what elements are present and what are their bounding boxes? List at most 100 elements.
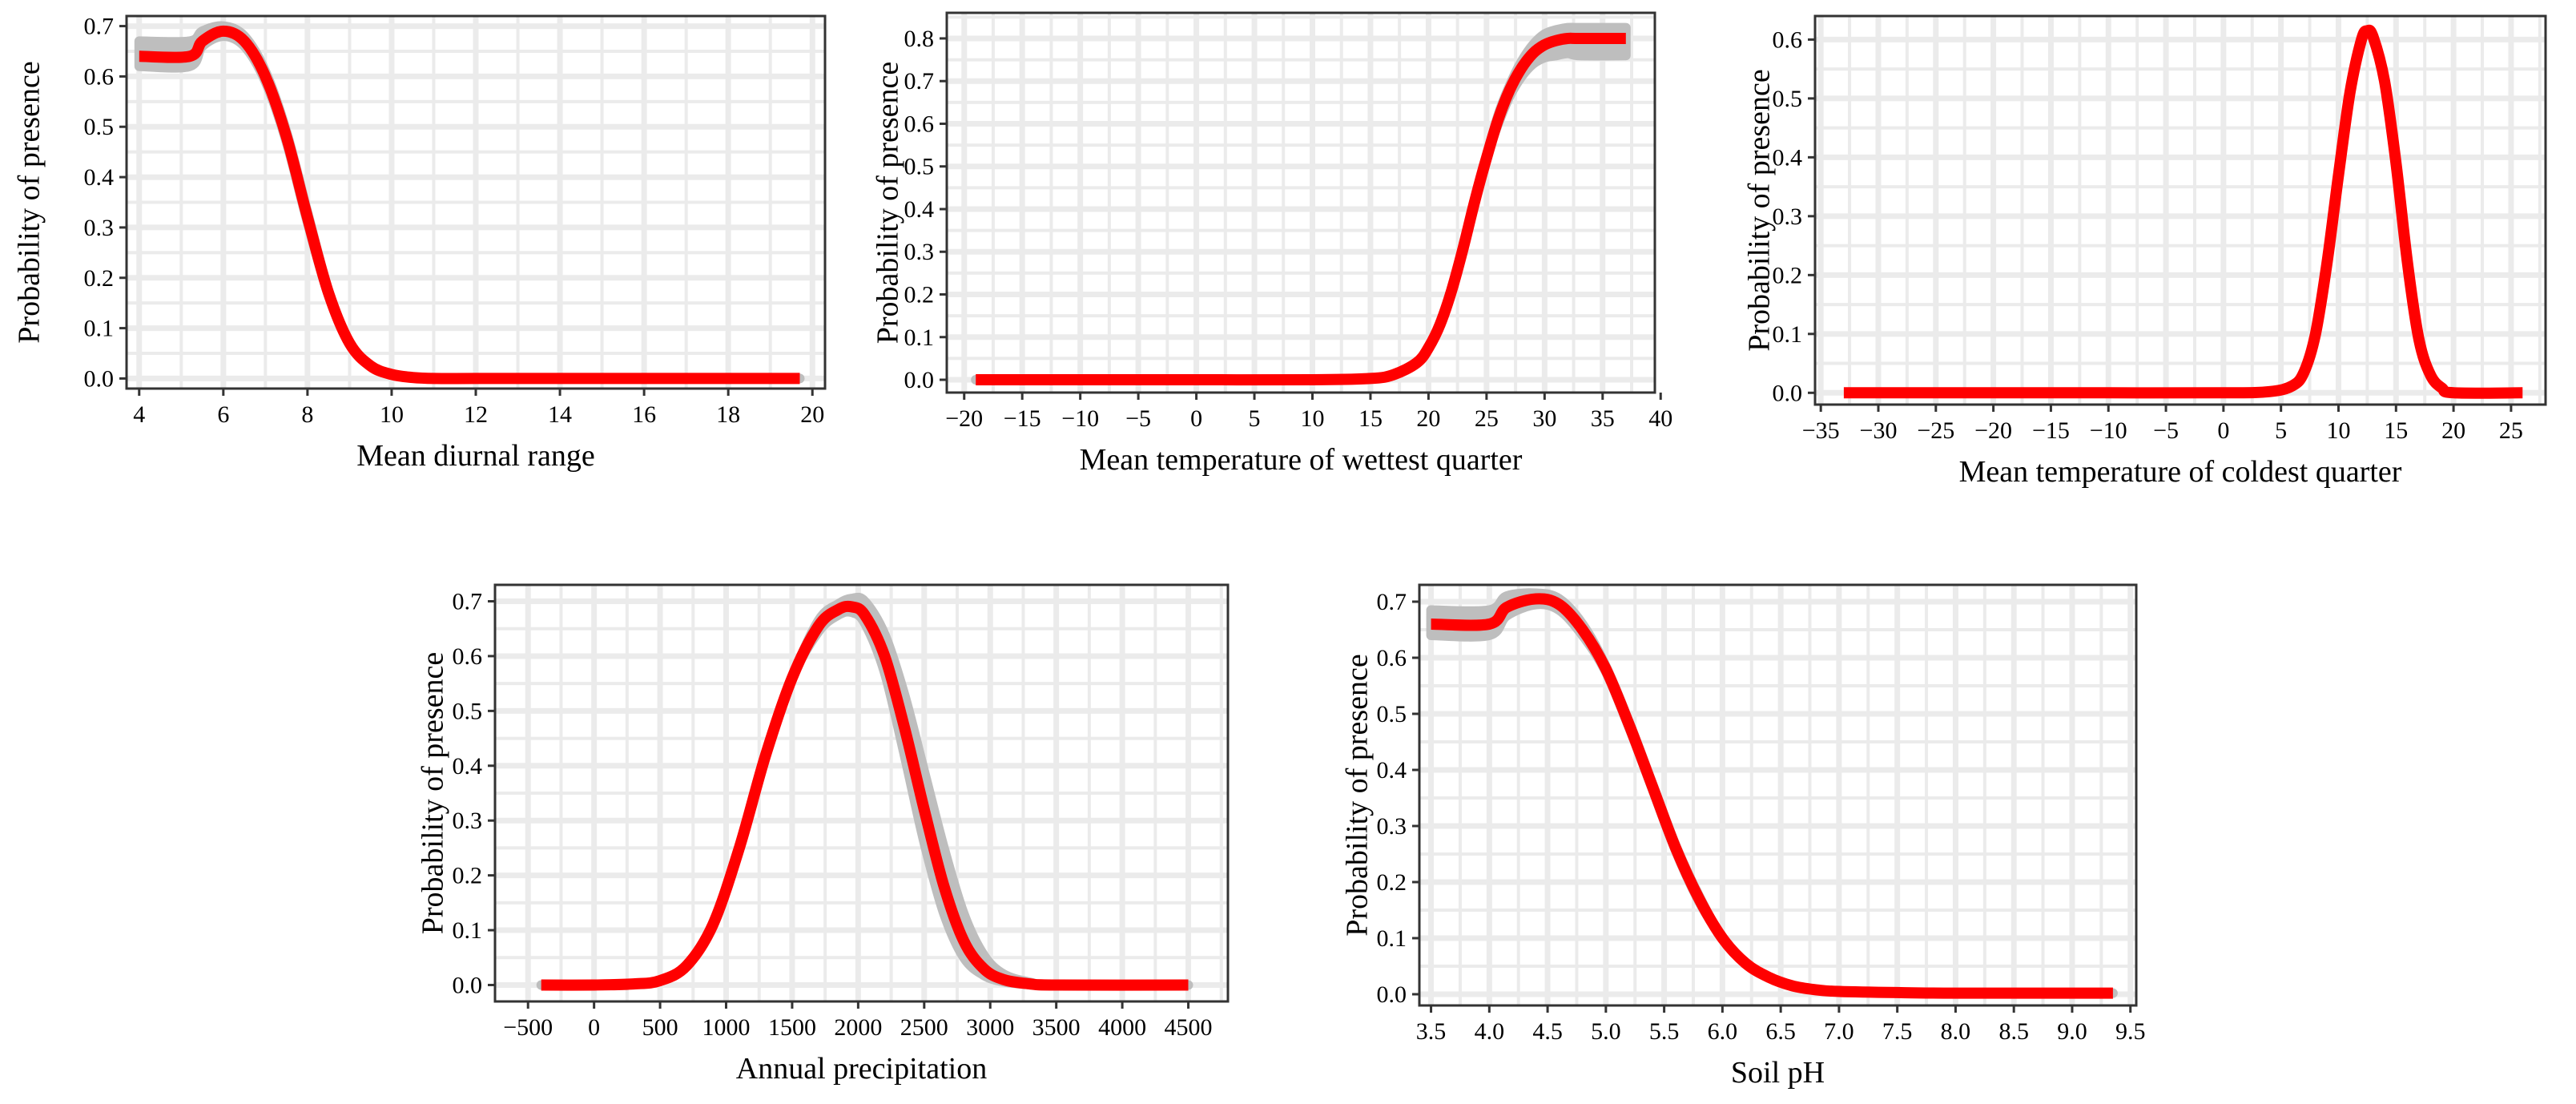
- x-tick-label: 15: [2384, 417, 2408, 444]
- y-tick-label: 0.6: [1377, 645, 1407, 671]
- x-tick-label: 15: [1358, 405, 1383, 432]
- x-tick-label: −20: [945, 405, 983, 432]
- x-tick-label: −500: [503, 1014, 553, 1041]
- y-axis-title: Probability of presence: [13, 61, 46, 343]
- x-tick-label: 25: [1475, 405, 1499, 432]
- y-tick-label: 0.5: [1377, 701, 1407, 727]
- y-tick-label: 0.3: [84, 215, 115, 241]
- x-tick-label: 5.0: [1591, 1018, 1621, 1045]
- x-tick-label: −20: [1974, 417, 2012, 444]
- panel-border: [1418, 583, 2138, 1007]
- x-tick-label: 0: [588, 1014, 600, 1041]
- x-tick-label: 8: [301, 401, 313, 428]
- x-tick-label: 12: [464, 401, 488, 428]
- y-axis-title: Probability of presence: [417, 652, 450, 934]
- x-tick-label: 10: [1300, 405, 1324, 432]
- x-tick-label: 8.5: [1998, 1018, 2029, 1045]
- x-tick-label: 20: [1416, 405, 1440, 432]
- x-tick-label: 0: [2217, 417, 2229, 444]
- x-tick-label: 4.5: [1532, 1018, 1563, 1045]
- plot-area: [1815, 16, 2546, 405]
- response-curve: [1431, 593, 2113, 999]
- plot-area: [1419, 585, 2136, 1005]
- panel-2: −20 −15 −10 −5 0 5 10 15 20 25 30 35 40 0.0 0.1 0.2 0.3 0…: [871, 11, 1672, 477]
- x-axis-title: Annual precipitation: [736, 1052, 987, 1086]
- y-tick-label: 0.0: [1773, 380, 1803, 406]
- y-tick-label: 0.6: [904, 111, 935, 137]
- response-curve: [139, 25, 800, 385]
- x-tick-label: 2000: [834, 1014, 882, 1041]
- x-tick-label: −30: [1860, 417, 1898, 444]
- x-tick-label: 3500: [1032, 1014, 1081, 1041]
- y-tick-label: 0.1: [1773, 321, 1803, 348]
- y-tick-label: 0.7: [84, 14, 115, 40]
- y-tick-label: 0.2: [84, 265, 115, 292]
- y-tick-label: 0.0: [1377, 981, 1407, 1008]
- x-tick-label: 18: [716, 401, 740, 428]
- response-curve: [976, 32, 1626, 386]
- x-tick-label: 2500: [900, 1014, 948, 1041]
- panel-4: −500 0 500 1000 1500 2000 2500 3000 3500 4000 4500…: [417, 583, 1230, 1086]
- y-tick-label: 0.8: [904, 26, 935, 52]
- y-tick-label: 0.7: [453, 589, 483, 615]
- y-axis-title: Probability of presence: [1341, 654, 1375, 936]
- x-tick-label: 5: [1249, 405, 1261, 432]
- x-tick-label: 40: [1648, 405, 1672, 432]
- panel-border: [493, 583, 1230, 1003]
- x-tick-label: 1000: [702, 1014, 751, 1041]
- x-tick-label: 3000: [966, 1014, 1014, 1041]
- y-tick-label: 0.7: [1377, 589, 1407, 615]
- x-tick-label: 7.5: [1882, 1018, 1913, 1045]
- x-tick-label: −35: [1802, 417, 1840, 444]
- x-tick-label: 4.0: [1475, 1018, 1505, 1045]
- x-tick-label: −25: [1917, 417, 1954, 444]
- y-tick-label: 0.4: [84, 164, 115, 191]
- response-curve: [1843, 24, 2523, 399]
- x-tick-label: −5: [2153, 417, 2179, 444]
- x-tick-label: 9.0: [2057, 1018, 2087, 1045]
- x-tick-label: 35: [1591, 405, 1615, 432]
- x-tick-label: −10: [1061, 405, 1099, 432]
- x-tick-label: 6.5: [1765, 1018, 1796, 1045]
- y-tick-label: 0.1: [453, 917, 483, 944]
- x-tick-label: 10: [2326, 417, 2350, 444]
- y-tick-label: 0.1: [904, 324, 935, 351]
- x-tick-label: 5.5: [1649, 1018, 1680, 1045]
- grid-lines: [127, 16, 825, 389]
- x-tick-label: 4: [133, 401, 145, 428]
- grid-lines: [947, 13, 1655, 393]
- x-tick-label: −5: [1125, 405, 1151, 432]
- y-tick-label: 0.0: [84, 365, 115, 392]
- x-tick-label: 25: [2499, 417, 2523, 444]
- panel-5: 3.5 4.0 4.5 5.0 5.5 6.0 6.5 7.0 7.5 8.0 8.5 9.0 9.5 0…: [1341, 583, 2146, 1090]
- y-tick-label: 0.6: [453, 643, 483, 670]
- x-tick-label: 5: [2275, 417, 2287, 444]
- x-tick-label: 9.5: [2115, 1018, 2146, 1045]
- y-tick-label: 0.6: [84, 63, 115, 90]
- y-tick-label: 0.4: [1773, 144, 1803, 171]
- panel-3: −35 −30 −25 −20 −15 −10 −5 0 5 10 15 20 25 0.0 0.1 0.2 0…: [1743, 14, 2547, 489]
- y-axis-title: Probability of presence: [1743, 69, 1777, 351]
- y-tick-label: 0.3: [904, 239, 935, 265]
- y-tick-label: 0.5: [84, 114, 115, 140]
- plot-area: [947, 13, 1655, 393]
- y-tick-label: 0.2: [1377, 869, 1407, 896]
- x-tick-label: 20: [2441, 417, 2465, 444]
- x-tick-label: 14: [548, 401, 572, 428]
- y-tick-label: 0.0: [904, 367, 935, 393]
- y-tick-label: 0.7: [904, 68, 935, 95]
- y-axis-title: Probability of presence: [871, 62, 905, 344]
- y-tick-label: 0.4: [453, 753, 483, 780]
- x-tick-label: −15: [1004, 405, 1041, 432]
- x-tick-label: 30: [1532, 405, 1556, 432]
- x-tick-label: −15: [2032, 417, 2070, 444]
- x-axis-title: Soil pH: [1731, 1056, 1825, 1090]
- y-tick-label: 0.3: [1773, 203, 1803, 230]
- y-tick-label: 0.5: [904, 154, 935, 180]
- x-tick-label: 4000: [1098, 1014, 1146, 1041]
- x-tick-label: 16: [632, 401, 656, 428]
- x-axis-title: Mean temperature of coldest quarter: [1959, 455, 2402, 489]
- x-tick-label: 7.0: [1824, 1018, 1854, 1045]
- y-tick-label: 0.5: [1773, 86, 1803, 112]
